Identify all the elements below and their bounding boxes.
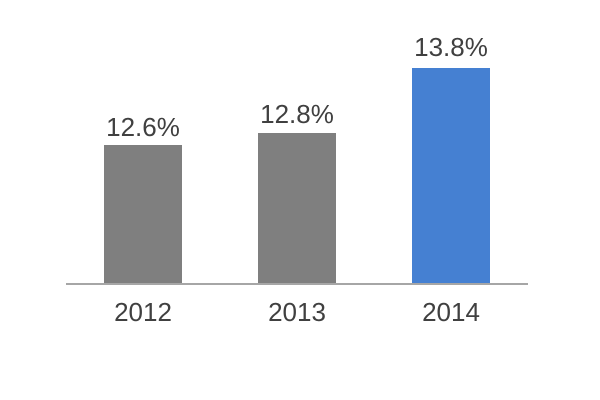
x-axis-label-2013: 2013 (268, 297, 326, 327)
bar-2012 (104, 145, 182, 284)
value-label-2013: 12.8% (260, 99, 334, 129)
bar-2013 (258, 133, 336, 284)
x-axis-label-2014: 2014 (422, 297, 480, 327)
value-label-2014: 13.8% (414, 32, 488, 62)
bar-2014 (412, 68, 490, 284)
value-label-2012: 12.6% (106, 112, 180, 142)
x-axis-line (66, 283, 528, 285)
x-axis-label-2012: 2012 (114, 297, 172, 327)
